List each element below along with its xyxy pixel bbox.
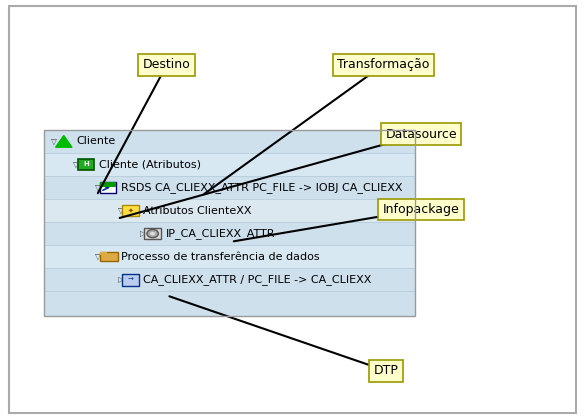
Bar [100, 252, 108, 255]
Text: ▷: ▷ [140, 229, 146, 238]
Text: Cliente: Cliente [77, 137, 116, 146]
Bar [100, 182, 116, 187]
Text: ▽: ▽ [73, 160, 79, 169]
Bar [44, 268, 415, 291]
Bar [44, 153, 415, 176]
Circle shape [147, 230, 159, 238]
Text: DTP: DTP [374, 364, 398, 378]
Text: Datasource: Datasource [386, 127, 457, 141]
Bar [122, 205, 139, 217]
Text: ▽: ▽ [118, 206, 123, 215]
Bar [44, 130, 415, 316]
Text: Destino: Destino [143, 58, 191, 72]
Text: ▽: ▽ [95, 183, 101, 192]
Text: RSDS CA_CLIEXX_ATTR PC_FILE -> IOBJ CA_CLIEXX: RSDS CA_CLIEXX_ATTR PC_FILE -> IOBJ CA_C… [121, 182, 402, 193]
Bar [122, 274, 139, 286]
Bar [44, 245, 415, 268]
Text: Infopackage: Infopackage [383, 203, 460, 216]
Text: H: H [83, 161, 89, 168]
Bar [78, 159, 94, 171]
Text: →: → [128, 277, 133, 283]
Bar [100, 182, 116, 194]
Text: Cliente (Atributos): Cliente (Atributos) [99, 160, 201, 169]
FancyBboxPatch shape [9, 6, 576, 413]
Bar [44, 199, 415, 222]
Text: Atributos ClienteXX: Atributos ClienteXX [143, 206, 252, 215]
Text: Processo de transferência de dados: Processo de transferência de dados [121, 252, 320, 261]
Text: ▽: ▽ [51, 137, 57, 146]
Text: Transformação: Transformação [337, 58, 429, 72]
Circle shape [150, 232, 155, 235]
Text: CA_CLIEXX_ATTR / PC_FILE -> CA_CLIEXX: CA_CLIEXX_ATTR / PC_FILE -> CA_CLIEXX [143, 274, 371, 285]
Bar [44, 291, 415, 316]
Bar [44, 176, 415, 199]
Polygon shape [56, 136, 72, 147]
Text: ▷: ▷ [118, 275, 123, 284]
Bar [44, 222, 415, 245]
Bar [144, 228, 161, 240]
Bar [100, 252, 118, 261]
Text: IP_CA_CLIEXX_ATTR: IP_CA_CLIEXX_ATTR [166, 228, 275, 239]
Text: ▽: ▽ [95, 252, 101, 261]
Bar [44, 199, 415, 222]
Text: ✦: ✦ [128, 207, 133, 214]
Bar [44, 130, 415, 153]
